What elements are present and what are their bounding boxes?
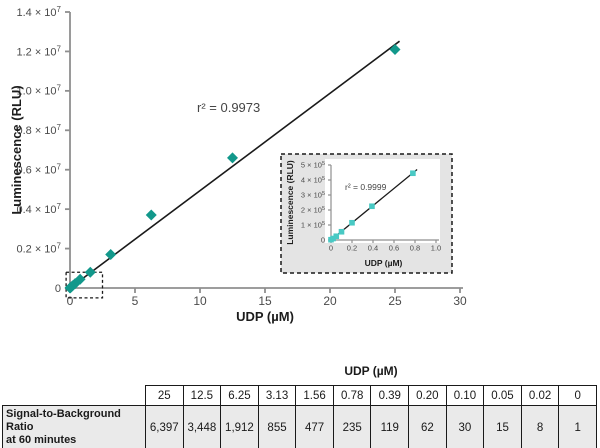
- table-value-cell: 855: [257, 405, 297, 448]
- table-value-row: Signal-to-Background Ratio at 60 minutes 6…: [2, 405, 597, 448]
- table-row-label-line: Signal-to-Background Ratio: [6, 408, 121, 434]
- inset-data-point: [349, 219, 355, 226]
- table-corner-spacer: [2, 385, 146, 406]
- table-value-cell: 119: [370, 405, 410, 448]
- table-value-cell: 477: [295, 405, 334, 448]
- main-fit-line: [69, 40, 401, 289]
- table-value-cell: 30: [445, 405, 485, 448]
- main-data-point: [74, 273, 86, 285]
- main-x-tick-label: 20: [323, 294, 337, 308]
- main-y-tick-label: 0.8 × 107: [16, 123, 61, 137]
- main-y-tick-label: 0.6 × 107: [16, 163, 61, 177]
- table-header-cell: 3.13: [257, 385, 297, 406]
- main-x-tick-label: 0: [67, 294, 74, 308]
- table-row-label: Signal-to-Background Ratio at 60 minutes: [2, 405, 146, 448]
- table-header-cell: 12.5: [182, 385, 222, 406]
- inset-border: [280, 153, 453, 274]
- table-value-cell: 15: [483, 405, 522, 448]
- inset-y-tick-label: 2 × 105: [301, 206, 325, 215]
- main-y-tick-label: 1.4 × 107: [16, 5, 61, 19]
- inset-data-point: [410, 170, 416, 177]
- main-data-point: [84, 266, 96, 278]
- table-caption: UDP (µM): [344, 364, 398, 378]
- table-header-cell: 1.56: [295, 385, 334, 406]
- inset-y-tick-label: 0: [321, 236, 325, 245]
- inset-x-tick-label: 1.0: [431, 244, 441, 253]
- inset-y-tick-label: 3 × 105: [301, 191, 325, 200]
- table-header-cell: 6.25: [220, 385, 259, 406]
- main-data-point: [389, 43, 401, 55]
- inset-y-axis-title: Luminescence (RLU): [285, 160, 295, 245]
- table-row-label-line: at 60 minutes: [6, 434, 77, 447]
- inset-data-point: [338, 228, 345, 235]
- table-value-cell: 1: [558, 405, 597, 448]
- main-y-tick-label: 1.2 × 107: [16, 44, 61, 58]
- inset-x-tick-label: 0.6: [389, 244, 399, 253]
- table-value-cell: 8: [520, 405, 560, 448]
- table-value-cell: 3,448: [182, 405, 222, 448]
- inset-data-point: [330, 235, 336, 242]
- main-x-axis-title: UDP (µM): [236, 309, 294, 324]
- main-x-tick-label: 5: [132, 294, 139, 308]
- main-zoom-region-box: [65, 271, 104, 299]
- table-value-cell: 1,912: [220, 405, 259, 448]
- table-header-row: 25 12.5 6.25 3.13 1.56 0.78 0.39 0.20 0.10 0.05 0.…: [2, 385, 597, 406]
- main-r2-annotation: r² = 0.9973: [197, 100, 260, 115]
- main-x-tick-label: 25: [388, 294, 402, 308]
- inset-y-tick-label: 1 × 105: [301, 221, 325, 230]
- inset-y-tick-label: 5 × 105: [301, 161, 325, 170]
- inset-x-tick-label: 0.8: [410, 244, 420, 253]
- inset-x-tick-label: 0.2: [347, 244, 357, 253]
- main-y-tick-label: 0.4 × 107: [16, 202, 61, 216]
- main-x-tick-label: 10: [193, 294, 207, 308]
- table-value-cell: 6,397: [145, 405, 184, 448]
- sb-table-body: 25 12.5 6.25 3.13 1.56 0.78 0.39 0.20 0.10 0.05 0.…: [2, 385, 597, 448]
- main-data-point: [227, 152, 238, 164]
- sb-table: 25 12.5 6.25 3.13 1.56 0.78 0.39 0.20 0.10 0.05 0.…: [2, 385, 597, 448]
- main-data-point: [105, 248, 117, 260]
- inset-x-tick-label: 0.4: [368, 244, 378, 253]
- table-header-cell: 0.39: [370, 385, 410, 406]
- main-y-tick-label: 0: [55, 283, 61, 295]
- inset-y-tick-label: 4 × 105: [301, 176, 325, 185]
- table-header-cell: 0.10: [445, 385, 485, 406]
- table-header-cell: 0: [558, 385, 597, 406]
- main-x-tick-label: 30: [453, 294, 467, 308]
- table-value-cell: 62: [408, 405, 447, 448]
- table-header-cell: 0.02: [520, 385, 560, 406]
- inset-x-tick-label: 0: [329, 244, 333, 253]
- inset-data-point: [369, 203, 375, 210]
- main-y-tick-label: 1.0 × 107: [16, 84, 61, 98]
- main-x-tick-label: 15: [258, 294, 272, 308]
- table-header-cell: 0.05: [483, 385, 522, 406]
- inset-x-axis-title: UDP (µM): [365, 258, 403, 268]
- inset-data-point: [333, 233, 340, 240]
- main-y-tick-label: 0.2 × 107: [16, 241, 61, 255]
- inset-r2-annotation: r² = 0.9999: [345, 182, 387, 192]
- table-header-cell: 25: [145, 385, 184, 406]
- table-header-cell: 0.20: [408, 385, 447, 406]
- main-data-point: [145, 209, 157, 221]
- standard-curve-chart: 0 0.2 × 107 0.4 × 107 0.6 × 107 0.8 × 107 1.0…: [9, 5, 467, 324]
- main-y-axis-title: Luminescence (RLU): [9, 85, 24, 214]
- table-header-cell: 0.78: [332, 385, 372, 406]
- table-value-cell: 235: [332, 405, 372, 448]
